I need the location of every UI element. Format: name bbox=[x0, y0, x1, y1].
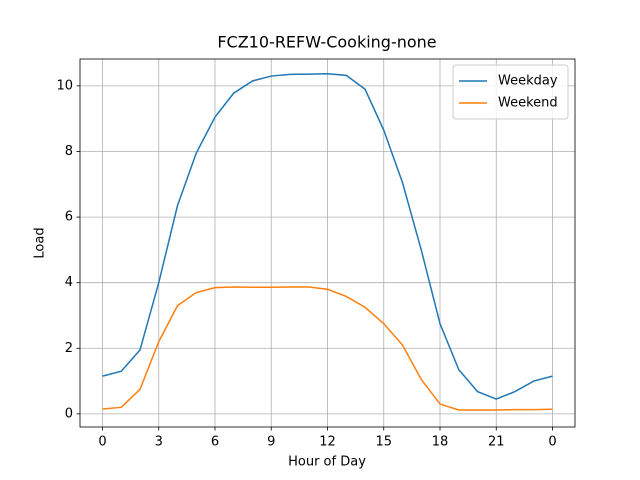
x-tick-label: 18 bbox=[432, 435, 449, 450]
x-tick-label: 12 bbox=[319, 435, 336, 450]
legend-label: Weekday bbox=[498, 74, 558, 89]
x-axis-label: Hour of Day bbox=[288, 455, 366, 470]
legend-label: Weekend bbox=[498, 96, 558, 111]
y-axis-label: Load bbox=[33, 227, 48, 258]
y-tick-label: 2 bbox=[65, 341, 73, 356]
y-tick-label: 0 bbox=[65, 406, 73, 421]
x-tick-label: 6 bbox=[211, 435, 219, 450]
axes-frame bbox=[79, 58, 576, 428]
x-tick-label: 0 bbox=[548, 435, 556, 450]
x-tick-label: 3 bbox=[155, 435, 163, 450]
y-tick-label: 8 bbox=[65, 144, 73, 159]
data-line bbox=[102, 286, 553, 411]
data-line bbox=[102, 73, 553, 400]
y-tick-label: 10 bbox=[56, 78, 73, 93]
x-tick-label: 21 bbox=[488, 435, 505, 450]
legend-box bbox=[452, 64, 569, 120]
x-tick-label: 9 bbox=[267, 435, 275, 450]
x-tick-label: 15 bbox=[375, 435, 392, 450]
y-tick-label: 6 bbox=[65, 210, 73, 225]
y-tick-label: 4 bbox=[65, 275, 73, 290]
chart-title: FCZ10-REFW-Cooking-none bbox=[217, 33, 436, 52]
x-tick-label: 0 bbox=[98, 435, 106, 450]
